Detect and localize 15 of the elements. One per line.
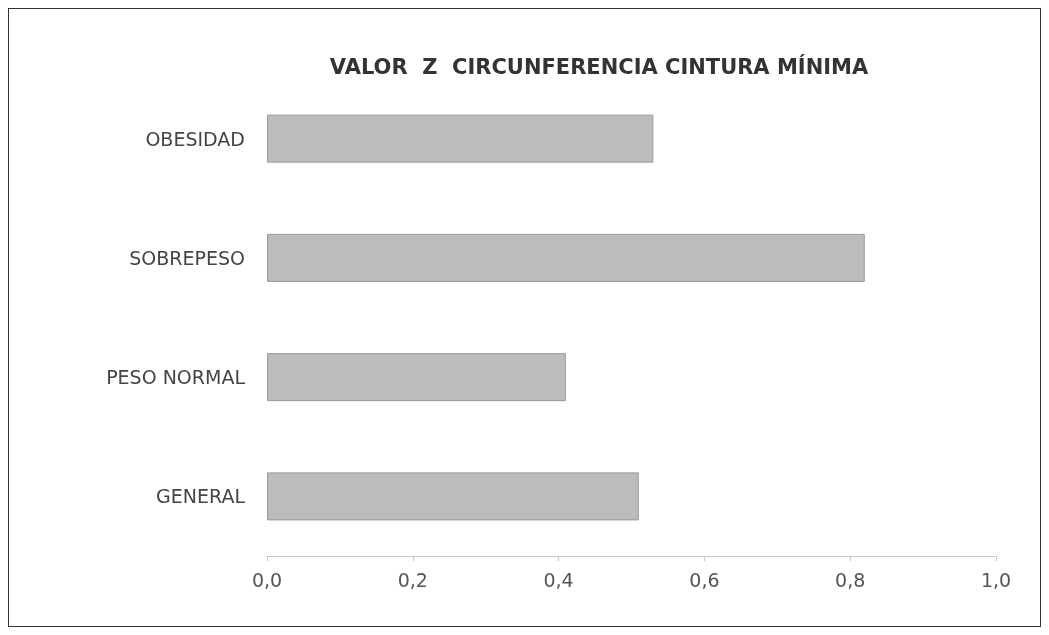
y-tick-label: PESO NORMAL (106, 366, 246, 389)
bar (267, 114, 654, 163)
y-tick-label: SOBREPESO (129, 246, 245, 269)
x-tick-label: 0,0 (251, 568, 283, 591)
x-tick-label: 1,0 (980, 568, 1012, 591)
bar (267, 472, 639, 521)
x-tick-label: 0,6 (689, 568, 720, 591)
bar (267, 353, 566, 402)
x-tick-label: 0,4 (543, 568, 574, 591)
x-tick-label: 0,2 (397, 568, 428, 591)
y-tick-label: OBESIDAD (145, 127, 245, 150)
x-tick-label: 0,8 (835, 568, 866, 591)
chart-title: VALOR Z CIRCUNFERENCIA CINTURA MÍNIMA (329, 53, 869, 79)
y-tick-label: GENERAL (156, 485, 246, 508)
bar (267, 233, 865, 282)
